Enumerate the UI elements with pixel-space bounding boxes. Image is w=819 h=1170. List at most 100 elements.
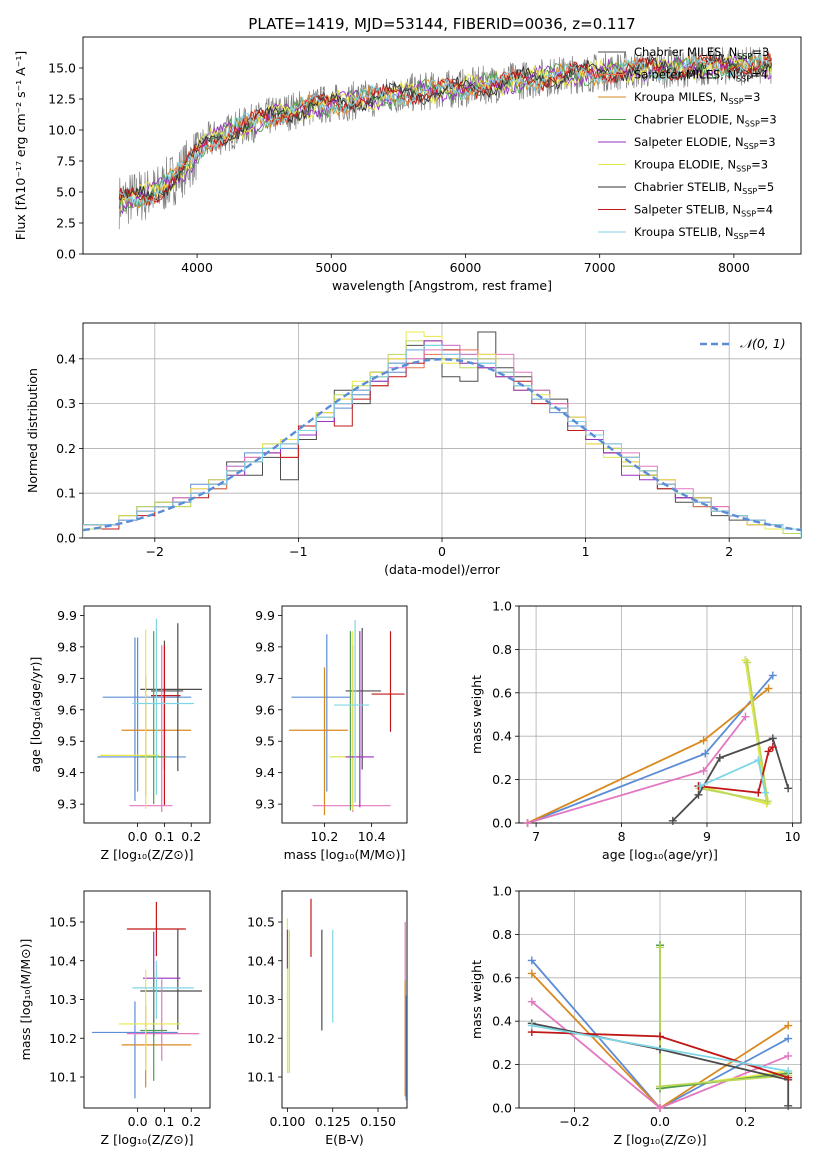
y-tick-label: 10.2: [49, 1031, 77, 1046]
weight-point-marker: [527, 997, 536, 1006]
mass-vs-ebv-panel: 0.100 0.125 0.150 10.1 10.2 10.3 10.4 10.5 E(B-V…: [247, 890, 408, 1147]
legend-label-subscript: SSP: [737, 52, 752, 61]
x-tick-label: 7: [532, 829, 540, 844]
mass-vs-metallicity-panel: 0.0 0.1 0.2 10.1 10.2 10.3 10.4 10.5 Z [log₁₀(Z/…: [18, 890, 211, 1147]
errorbar-point: [132, 960, 194, 1019]
spectrum-title: PLATE=1419, MJD=53144, FIBERID=0036, z=0…: [248, 15, 635, 33]
errorbar-point: [333, 620, 370, 803]
x-tick-label: 0.0: [128, 829, 148, 844]
weight-series-line: [531, 1024, 789, 1072]
x-axis-label: Z [log₁₀(Z/Z⊙)]: [101, 1132, 194, 1147]
errorbar-point: [345, 631, 374, 808]
legend-label-tail: =4: [756, 203, 773, 217]
x-tick-label: 7000: [584, 260, 616, 275]
y-tick-label: 9.9: [57, 608, 77, 623]
x-tick-label: 2: [725, 544, 733, 559]
legend-label-text: Chabrier ELODIE, N: [634, 113, 745, 127]
weight-vs-metallicity-panel: −0.2 0.0 0.2 0.0 0.2 0.4 0.6 0.8 1.0 Z [log₁₀(Z/Z…: [469, 884, 802, 1147]
model-spectrum-line: [118, 54, 772, 215]
y-tick-label: 10.1: [49, 1070, 77, 1085]
errorbar-point: [118, 969, 181, 1071]
x-tick-label: −0.2: [559, 1114, 589, 1129]
y-tick-label: 7.5: [56, 154, 76, 169]
x-tick-label: 0.0: [128, 1114, 148, 1129]
y-tick-label: 0.8: [492, 642, 512, 657]
y-tick-label: 0.4: [56, 351, 76, 366]
weight-series-line: [527, 674, 774, 824]
weight-point-marker: [656, 1032, 664, 1041]
legend-label-text: Salpeter MILES, N: [634, 68, 736, 82]
weight-point-marker: [696, 782, 705, 791]
y-tick-label: 9.8: [57, 639, 77, 654]
y-tick-label: 10.2: [247, 1031, 275, 1046]
y-tick-label: 5.0: [56, 185, 76, 200]
legend-label: Kroupa STELIB, NSSP=4: [634, 225, 765, 241]
y-axis-label: Flux [fλ10⁻¹⁷ erg cm⁻² s⁻¹ A⁻¹]: [13, 51, 28, 240]
legend-label: Salpeter ELODIE, NSSP=3: [634, 135, 776, 151]
weight-point-marker: [699, 736, 708, 745]
legend-label: Chabrier MILES, NSSP=3: [634, 45, 769, 61]
x-axis-label: (data-model)/error: [384, 562, 501, 577]
y-tick-label: 0.2: [56, 441, 76, 456]
legend-label-text: Kroupa ELODIE, N: [634, 158, 736, 172]
y-tick-label: 9.7: [255, 671, 275, 686]
x-tick-label: 0.0: [650, 1114, 670, 1129]
x-tick-label: 0.125: [315, 1114, 351, 1129]
errorbar-point: [140, 631, 168, 805]
legend-label-tail: =3: [760, 113, 777, 127]
legend-label: Kroupa MILES, NSSP=3: [634, 90, 760, 106]
y-tick-label: 0.0: [492, 1101, 512, 1116]
y-tick-label: 10.4: [49, 953, 77, 968]
y-tick-label: 0.6: [492, 970, 512, 985]
legend-label-text: Kroupa MILES, N: [634, 90, 729, 104]
errorbar-point: [100, 629, 160, 809]
y-tick-label: 10.4: [247, 953, 275, 968]
model-spectrum-line: [118, 53, 772, 209]
legend-label: Salpeter STELIB, NSSP=4: [634, 203, 773, 219]
errorbar-point: [97, 637, 186, 801]
y-tick-label: 2.5: [56, 216, 76, 231]
y-tick-label: 0.2: [492, 1057, 512, 1072]
x-tick-label: 6000: [450, 260, 482, 275]
axes-frame: [281, 890, 408, 1109]
y-tick-label: 0.4: [492, 729, 512, 744]
legend-label-text: Salpeter STELIB, N: [634, 203, 741, 217]
weight-point-marker: [694, 790, 703, 799]
y-tick-label: 0.2: [492, 772, 512, 787]
y-tick-label: 0.0: [56, 247, 76, 262]
y-tick-label: 9.6: [255, 702, 275, 717]
y-tick-label: 9.3: [255, 797, 275, 812]
errorbar-point: [140, 928, 202, 1030]
errorbar-point: [102, 637, 192, 792]
x-tick-label: 1: [582, 544, 590, 559]
legend-label-subscript: SSP: [745, 120, 760, 129]
weight-point-marker: [768, 671, 777, 680]
legend-label-tail: =5: [757, 180, 774, 194]
legend-label-subscript: SSP: [741, 210, 756, 219]
x-tick-label: 0.2: [736, 1114, 756, 1129]
weight-series-line: [698, 746, 774, 794]
x-axis-label: Z [log₁₀(Z/Z⊙)]: [614, 1132, 707, 1147]
axes-frame: [518, 605, 802, 824]
weight-point-marker: [768, 734, 777, 743]
y-tick-label: 0.3: [56, 396, 76, 411]
weight-point-marker: [764, 684, 773, 693]
y-tick-label: 0.8: [492, 927, 512, 942]
legend-label-subscript: SSP: [742, 187, 757, 196]
y-tick-label: 10.3: [49, 992, 77, 1007]
weight-point-marker: [527, 956, 536, 965]
y-tick-label: 1.0: [492, 884, 512, 899]
legend-label-tail: =3: [751, 158, 768, 172]
y-axis-label: age [log₁₀(age/yr)]: [28, 657, 43, 773]
errorbar-point: [129, 645, 173, 812]
legend-label: Chabrier ELODIE, NSSP=3: [634, 113, 777, 129]
errorbar-point: [92, 1001, 178, 1099]
legend-label-tail: =4: [749, 225, 766, 239]
y-tick-label: 10.1: [247, 1070, 275, 1085]
gaussian-curve: [83, 358, 801, 532]
errorbar-point: [126, 979, 200, 1061]
y-tick-label: 9.8: [255, 639, 275, 654]
weight-point-marker: [668, 816, 677, 825]
x-axis-label: mass [log₁₀(M/M⊙)]: [284, 847, 406, 862]
x-tick-label: 9: [703, 829, 711, 844]
